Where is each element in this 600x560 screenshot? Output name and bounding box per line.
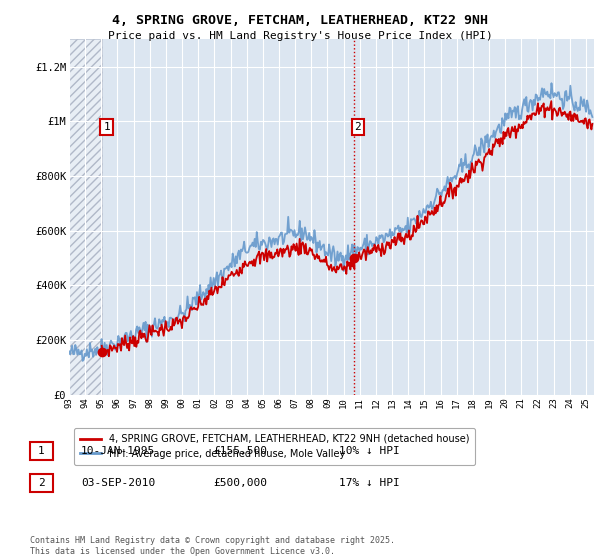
Text: 2: 2 xyxy=(354,122,361,132)
Text: 1: 1 xyxy=(38,446,45,456)
Text: 10-JAN-1995: 10-JAN-1995 xyxy=(81,446,155,456)
Text: 1: 1 xyxy=(103,122,110,132)
Legend: 4, SPRING GROVE, FETCHAM, LEATHERHEAD, KT22 9NH (detached house), HPI: Average p: 4, SPRING GROVE, FETCHAM, LEATHERHEAD, K… xyxy=(74,428,475,465)
Text: 10% ↓ HPI: 10% ↓ HPI xyxy=(339,446,400,456)
Text: 03-SEP-2010: 03-SEP-2010 xyxy=(81,478,155,488)
Bar xyxy=(69,39,102,395)
Text: 17% ↓ HPI: 17% ↓ HPI xyxy=(339,478,400,488)
Text: Contains HM Land Registry data © Crown copyright and database right 2025.
This d: Contains HM Land Registry data © Crown c… xyxy=(30,536,395,556)
Text: 2: 2 xyxy=(38,478,45,488)
Text: £500,000: £500,000 xyxy=(213,478,267,488)
Text: £155,500: £155,500 xyxy=(213,446,267,456)
Text: 4, SPRING GROVE, FETCHAM, LEATHERHEAD, KT22 9NH: 4, SPRING GROVE, FETCHAM, LEATHERHEAD, K… xyxy=(112,14,488,27)
Text: Price paid vs. HM Land Registry's House Price Index (HPI): Price paid vs. HM Land Registry's House … xyxy=(107,31,493,41)
